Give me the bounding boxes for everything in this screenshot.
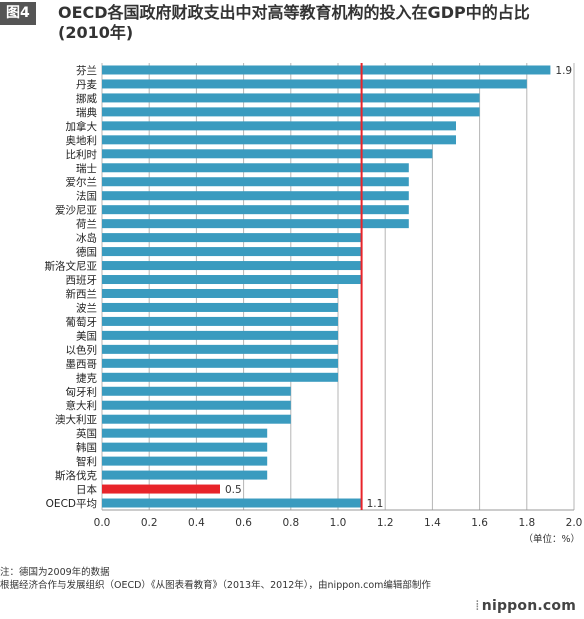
category-label: 澳大利亚	[55, 413, 97, 426]
x-tick-label: 2.0	[566, 517, 583, 529]
bar	[102, 302, 338, 312]
bar	[102, 65, 551, 75]
bar	[102, 191, 409, 201]
bar	[102, 219, 409, 229]
chart-title: OECD各国政府财政支出中对高等教育机构的投入在GDP中的占比(2010年)	[58, 3, 530, 42]
category-label: 韩国	[76, 441, 97, 454]
bar	[102, 275, 362, 285]
category-label: 日本	[76, 483, 97, 496]
category-label: 丹麦	[76, 79, 97, 91]
data-label: 1.9	[555, 65, 572, 77]
category-label: 斯洛伐克	[55, 469, 97, 482]
bar	[102, 470, 268, 480]
unit-label: （单位：%）	[523, 533, 580, 545]
bar	[102, 330, 338, 340]
bar	[102, 121, 456, 131]
category-label: 加拿大	[66, 120, 98, 133]
category-label: 西班牙	[66, 275, 98, 287]
x-tick-label: 1.4	[424, 517, 441, 529]
bar-chart: 芬兰 1.9 丹麦挪威瑞典加拿大奥地利比利时瑞士爱尔兰法国爱沙尼亚荷兰冰岛德国斯洛文…	[45, 63, 583, 545]
bar	[102, 149, 433, 159]
bar	[102, 484, 220, 494]
category-label: 挪威	[76, 92, 97, 105]
category-label: 匈牙利	[66, 385, 98, 398]
category-label: 新西兰	[66, 287, 98, 300]
category-label: 比利时	[66, 148, 98, 161]
category-label: 法国	[76, 190, 97, 203]
category-label: 墨西哥	[66, 358, 98, 370]
bar	[102, 498, 362, 508]
category-label: 以色列	[66, 343, 98, 356]
bar	[102, 372, 338, 382]
bar	[102, 442, 268, 452]
x-tick-label: 1.2	[377, 517, 394, 529]
bar	[102, 79, 527, 89]
category-label: 斯洛文尼亚	[45, 260, 98, 273]
brand-dots-icon: ⁞	[475, 598, 480, 614]
category-label: 葡萄牙	[66, 315, 98, 328]
bar	[102, 344, 338, 354]
category-label: 德国	[76, 246, 97, 259]
bar	[102, 261, 362, 271]
category-label: 芬兰	[76, 64, 97, 77]
category-label: 波兰	[76, 301, 97, 314]
brand-logo: ⁞ nippon.com	[475, 598, 576, 614]
bar	[102, 358, 338, 368]
x-tick-label: 1.6	[471, 517, 488, 529]
bar	[102, 428, 268, 438]
figure-number-badge: 图4	[0, 2, 36, 25]
data-label: 0.5	[225, 484, 242, 496]
category-label: 瑞士	[76, 162, 97, 175]
category-label: 爱沙尼亚	[55, 204, 97, 217]
x-tick-label: 1.0	[330, 517, 347, 529]
category-label: 意大利	[66, 399, 98, 412]
bar	[102, 177, 409, 187]
brand-name: nippon.com	[481, 598, 576, 614]
category-label: 美国	[76, 329, 97, 342]
bar	[102, 414, 291, 424]
chart-source: 根据经济合作与发展组织（OECD）《从图表看教育》（2013年、2012年），由…	[0, 580, 431, 591]
bar	[102, 400, 291, 410]
category-label: 英国	[76, 427, 97, 440]
data-label: 1.1	[367, 498, 384, 510]
bar	[102, 163, 409, 173]
bar	[102, 288, 338, 298]
bar	[102, 316, 338, 326]
category-label: 荷兰	[76, 218, 97, 231]
bar	[102, 233, 362, 243]
category-label: 冰岛	[76, 232, 97, 245]
bar	[102, 107, 480, 117]
category-label: OECD平均	[46, 498, 97, 510]
bar	[102, 386, 291, 396]
category-label: 智利	[76, 455, 97, 468]
chart-note: 注：德国为2009年的数据	[0, 567, 110, 578]
bar	[102, 205, 409, 215]
x-tick-label: 0.4	[188, 517, 205, 529]
category-label: 爱尔兰	[66, 176, 98, 189]
bar	[102, 135, 456, 145]
bar	[102, 247, 362, 257]
category-label: 奥地利	[66, 134, 98, 147]
x-tick-label: 0.6	[235, 517, 252, 529]
x-tick-label: 0.8	[282, 517, 299, 529]
x-tick-label: 0.2	[141, 517, 158, 529]
bar	[102, 93, 480, 103]
x-tick-label: 0.0	[94, 517, 111, 529]
category-label: 瑞典	[76, 106, 97, 119]
x-tick-label: 1.8	[518, 517, 535, 529]
category-label: 捷克	[76, 371, 97, 384]
bar	[102, 456, 268, 466]
